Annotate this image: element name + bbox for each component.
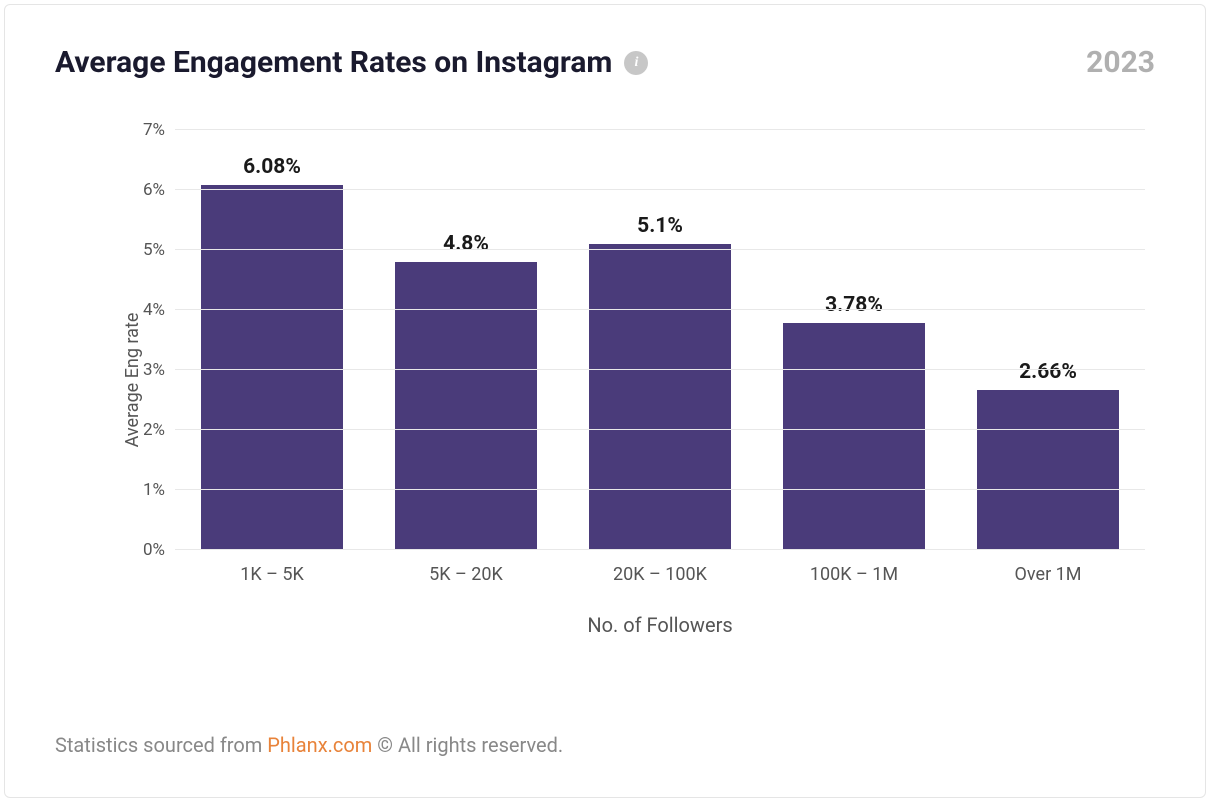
bar-group: 5.1% xyxy=(563,130,757,550)
y-tick-label: 1% xyxy=(125,480,165,500)
chart-plot: 6.08%4.8%5.1%3.78%2.66% 0%1%2%3%4%5%6%7% xyxy=(175,130,1145,550)
x-tick-label: 1K – 5K xyxy=(175,564,369,585)
bar-group: 6.08% xyxy=(175,130,369,550)
bar-value-label: 5.1% xyxy=(637,214,683,238)
bar-value-label: 2.66% xyxy=(1019,360,1077,384)
x-tick-label: 100K – 1M xyxy=(757,564,951,585)
bar-group: 4.8% xyxy=(369,130,563,550)
bar-group: 3.78% xyxy=(757,130,951,550)
footer-suffix: © All rights reserved. xyxy=(372,733,563,757)
x-axis-label: No. of Followers xyxy=(175,613,1145,637)
gridline xyxy=(175,549,1145,550)
bars-container: 6.08% 4.8% 5.1% 3.78% 2.66% xyxy=(175,130,1145,550)
bar xyxy=(783,323,925,550)
chart-title: Average Engagement Rates on Instagram xyxy=(55,45,612,80)
x-tick-label: 20K – 100K xyxy=(563,564,757,585)
x-labels: 1K – 5K5K – 20K20K – 100K100K – 1MOver 1… xyxy=(175,564,1145,585)
x-tick-label: Over 1M xyxy=(951,564,1145,585)
bar-group: 2.66% xyxy=(951,130,1145,550)
bar xyxy=(201,185,343,550)
footer-source-link[interactable]: Phlanx.com xyxy=(267,733,372,757)
x-tick-label: 5K – 20K xyxy=(369,564,563,585)
y-tick-label: 0% xyxy=(125,540,165,560)
chart-header: Average Engagement Rates on Instagram i … xyxy=(55,45,1155,80)
y-tick-label: 6% xyxy=(125,180,165,200)
y-tick-label: 4% xyxy=(125,300,165,320)
footer-prefix: Statistics sourced from xyxy=(55,733,267,757)
chart-year: 2023 xyxy=(1086,45,1155,80)
y-tick-label: 3% xyxy=(125,360,165,380)
gridline xyxy=(175,249,1145,250)
gridline xyxy=(175,129,1145,130)
bar-value-label: 6.08% xyxy=(243,155,301,179)
gridline xyxy=(175,429,1145,430)
gridline xyxy=(175,309,1145,310)
chart-footer: Statistics sourced from Phlanx.com © All… xyxy=(55,733,563,757)
y-tick-label: 2% xyxy=(125,420,165,440)
chart-card: Average Engagement Rates on Instagram i … xyxy=(4,4,1206,798)
bar xyxy=(977,390,1119,550)
gridline xyxy=(175,489,1145,490)
y-tick-label: 5% xyxy=(125,240,165,260)
gridline xyxy=(175,369,1145,370)
bar-value-label: 3.78% xyxy=(825,293,883,317)
y-tick-label: 7% xyxy=(125,120,165,140)
bar xyxy=(589,244,731,550)
title-wrap: Average Engagement Rates on Instagram i xyxy=(55,45,648,80)
gridline xyxy=(175,189,1145,190)
info-icon[interactable]: i xyxy=(624,51,648,75)
chart-area: Average Eng rate 6.08%4.8%5.1%3.78%2.66%… xyxy=(125,130,1145,630)
bar-value-label: 4.8% xyxy=(443,232,489,256)
bar xyxy=(395,262,537,550)
